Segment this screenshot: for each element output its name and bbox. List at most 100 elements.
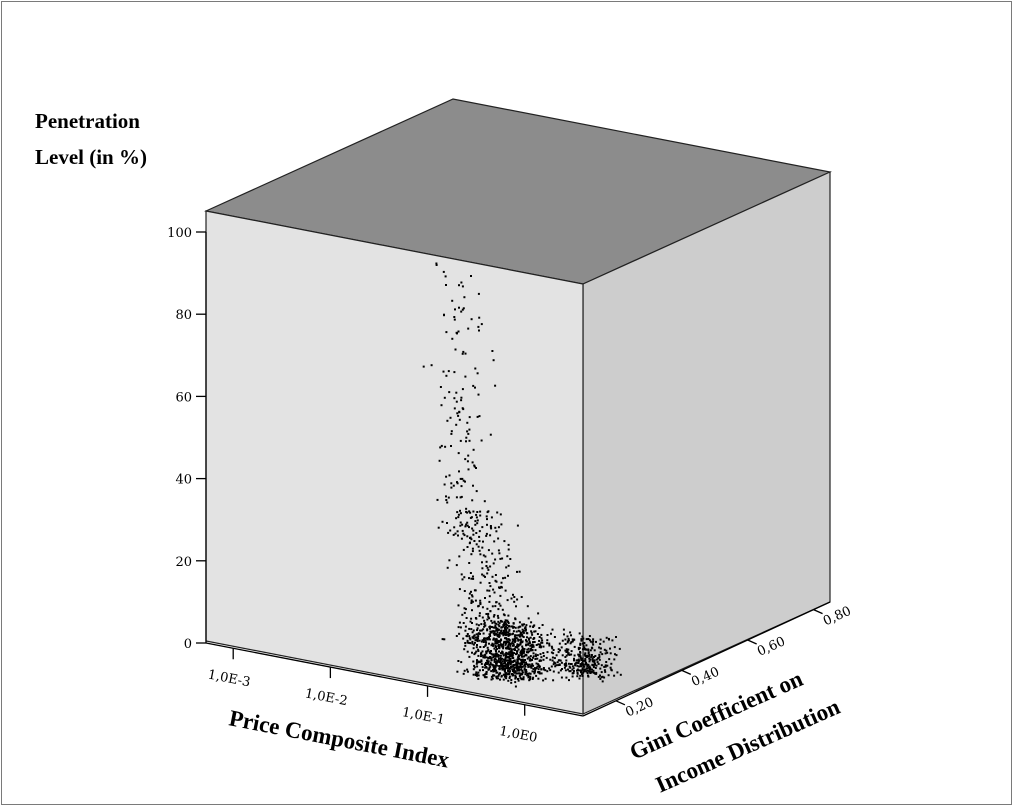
- data-point: [466, 635, 469, 638]
- data-point: [503, 624, 506, 627]
- data-point: [489, 565, 492, 568]
- data-point: [508, 670, 511, 673]
- data-point: [507, 622, 510, 625]
- data-point: [513, 600, 516, 603]
- data-point: [483, 654, 486, 657]
- data-point: [497, 677, 499, 680]
- data-point: [475, 513, 478, 516]
- data-point: [548, 644, 551, 647]
- data-point: [516, 598, 519, 601]
- data-point: [500, 675, 503, 678]
- data-point: [498, 666, 501, 669]
- data-point: [588, 653, 591, 656]
- data-point: [469, 638, 472, 641]
- data-point: [538, 665, 541, 668]
- data-point: [541, 641, 544, 644]
- data-point: [470, 628, 473, 631]
- data-point: [458, 306, 460, 309]
- data-point: [502, 678, 505, 681]
- data-point: [605, 636, 608, 639]
- data-point: [464, 352, 467, 355]
- data-point: [478, 530, 481, 533]
- data-point: [494, 645, 497, 647]
- data-point: [462, 408, 465, 411]
- data-point: [491, 552, 494, 555]
- data-point: [505, 637, 508, 640]
- data-point: [571, 665, 574, 668]
- data-point: [484, 664, 486, 667]
- data-point: [475, 633, 478, 636]
- data-point: [456, 482, 459, 485]
- data-point: [499, 594, 502, 597]
- data-point: [520, 660, 523, 663]
- data-point: [451, 337, 454, 340]
- data-point: [563, 663, 566, 666]
- data-point: [605, 649, 608, 652]
- data-point: [496, 660, 499, 663]
- data-point: [517, 638, 520, 641]
- data-point: [495, 633, 498, 636]
- data-point: [442, 270, 445, 273]
- data-point: [521, 650, 524, 653]
- data-point: [479, 646, 482, 648]
- data-point: [495, 677, 498, 680]
- data-point: [534, 668, 537, 670]
- data-point: [484, 639, 487, 642]
- data-point: [503, 669, 506, 672]
- data-point: [510, 665, 512, 668]
- data-point: [513, 671, 516, 674]
- data-point: [512, 660, 514, 663]
- data-point: [548, 642, 551, 645]
- data-point: [529, 665, 532, 668]
- data-point: [568, 653, 571, 656]
- data-point: [512, 593, 514, 596]
- data-point: [463, 296, 466, 299]
- data-point: [571, 640, 574, 643]
- data-point: [597, 675, 600, 678]
- data-point: [560, 661, 563, 664]
- data-point: [613, 646, 616, 649]
- data-point: [456, 530, 459, 533]
- data-point: [486, 638, 489, 641]
- data-point: [498, 645, 501, 648]
- data-point: [581, 657, 584, 660]
- data-point: [465, 523, 468, 526]
- data-point: [593, 660, 596, 663]
- data-point: [535, 674, 538, 677]
- data-point: [505, 675, 508, 678]
- data-point: [550, 651, 553, 654]
- data-point: [587, 666, 590, 669]
- data-point: [508, 675, 511, 678]
- data-point: [522, 631, 525, 634]
- data-point: [499, 604, 502, 607]
- data-point: [476, 522, 479, 525]
- data-point: [475, 467, 477, 469]
- data-point: [480, 660, 483, 663]
- data-point: [486, 618, 489, 621]
- data-point: [489, 433, 492, 436]
- data-point: [469, 516, 472, 519]
- data-point: [495, 530, 498, 533]
- data-point: [504, 589, 507, 592]
- data-point: [464, 629, 467, 632]
- data-point: [531, 670, 534, 673]
- data-point: [507, 667, 510, 669]
- data-point: [527, 642, 530, 645]
- data-point: [581, 673, 583, 676]
- data-point: [527, 651, 529, 654]
- data-point: [524, 627, 526, 630]
- data-point: [584, 658, 587, 660]
- data-point: [484, 673, 487, 676]
- data-point: [503, 622, 506, 625]
- data-point: [502, 658, 505, 661]
- data-point: [461, 352, 464, 355]
- data-point: [471, 600, 474, 603]
- data-point: [456, 412, 459, 415]
- data-point: [592, 640, 595, 643]
- data-point: [564, 656, 567, 658]
- data-point: [478, 329, 480, 332]
- data-point: [472, 384, 475, 387]
- data-point: [468, 637, 471, 640]
- data-point: [520, 668, 523, 671]
- data-point: [475, 532, 478, 534]
